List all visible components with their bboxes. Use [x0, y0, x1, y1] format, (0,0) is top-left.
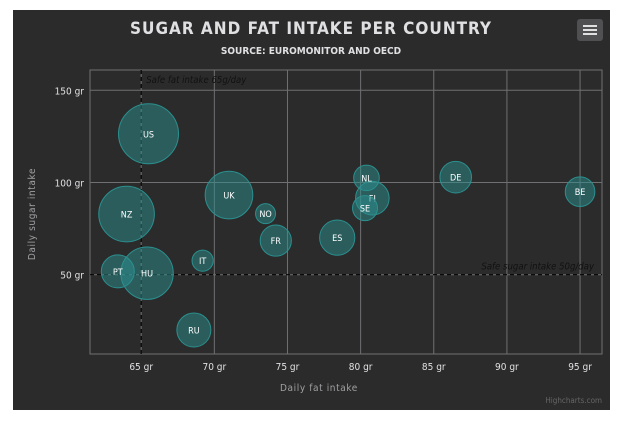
- x-tick-label: 75 gr: [276, 362, 300, 373]
- bubbles-layer: USNZHUUKESRUFIPTDEFRBENLSEITNO: [98, 103, 596, 348]
- y-tick-label: 150 gr: [55, 86, 85, 97]
- chart-container: SUGAR AND FAT INTAKE PER COUNTRY SOURCE:…: [13, 10, 610, 410]
- x-tick-label: 95 gr: [568, 362, 592, 373]
- bubble-marker[interactable]: [98, 185, 155, 243]
- bubble-label: NO: [259, 210, 271, 220]
- bubble-hu[interactable]: HU: [120, 246, 174, 300]
- bubble-label: SE: [360, 205, 370, 215]
- bubble-label: BE: [575, 188, 586, 198]
- bubble-marker[interactable]: [100, 254, 135, 289]
- bubble-it[interactable]: IT: [191, 249, 214, 272]
- bubble-marker[interactable]: [259, 224, 292, 257]
- safe-fat-label: Safe fat intake 65g/day: [146, 75, 247, 86]
- x-tick-label: 80 gr: [349, 362, 373, 373]
- bubble-es[interactable]: ES: [319, 219, 356, 256]
- y-axis-title: Daily sugar intake: [27, 168, 38, 260]
- context-menu-button[interactable]: [577, 19, 603, 41]
- bubble-se[interactable]: SE: [352, 195, 379, 222]
- bubble-marker[interactable]: [353, 164, 380, 192]
- bubble-nl[interactable]: NL: [353, 164, 380, 192]
- y-tick-label: 50 gr: [60, 271, 84, 282]
- bubble-marker[interactable]: [176, 312, 212, 348]
- plot-area-border: [89, 69, 603, 355]
- bubble-label: RU: [188, 327, 200, 337]
- chart-title: SUGAR AND FAT INTAKE PER COUNTRY: [130, 19, 492, 39]
- bubble-marker[interactable]: [204, 170, 254, 220]
- y-tick-label: 100 gr: [55, 178, 85, 189]
- bubble-marker[interactable]: [118, 103, 180, 165]
- bubble-chart: SUGAR AND FAT INTAKE PER COUNTRY SOURCE:…: [27, 19, 603, 405]
- bubble-ru[interactable]: RU: [176, 312, 212, 348]
- bubble-label: US: [143, 130, 154, 140]
- bubble-label: ES: [332, 234, 342, 244]
- bubble-label: HU: [141, 270, 153, 280]
- bubble-label: IT: [199, 257, 206, 267]
- chart-subtitle: SOURCE: EUROMONITOR AND OECD: [221, 46, 401, 57]
- bubble-marker[interactable]: [439, 160, 473, 194]
- bubble-be[interactable]: BE: [564, 176, 596, 208]
- bubble-label: UK: [223, 192, 235, 202]
- bubble-no[interactable]: NO: [255, 203, 277, 225]
- x-tick-label: 90 gr: [495, 362, 519, 373]
- bubble-marker[interactable]: [564, 176, 596, 208]
- bubble-fr[interactable]: FR: [259, 224, 292, 257]
- bubble-nz[interactable]: NZ: [98, 185, 155, 243]
- hamburger-menu-icon: [583, 33, 597, 35]
- axis-labels-layer: 65 gr 70 gr 75 gr 80 gr 85 gr 90 gr 95 gr 50 gr…: [55, 86, 593, 373]
- x-tick-label: 85 gr: [422, 362, 446, 373]
- bubble-pt[interactable]: PT: [100, 254, 135, 289]
- bubble-marker[interactable]: [319, 219, 356, 256]
- safe-sugar-label: Safe sugar intake 50g/day: [481, 262, 595, 273]
- x-tick-label: 65 gr: [129, 362, 153, 373]
- bubble-label: NL: [361, 174, 372, 184]
- bubble-label: NZ: [121, 211, 133, 221]
- bubble-marker[interactable]: [255, 203, 277, 225]
- bubble-uk[interactable]: UK: [204, 170, 254, 220]
- bubble-de[interactable]: DE: [439, 160, 473, 194]
- bubble-label: DE: [450, 174, 461, 184]
- hamburger-menu-icon: [583, 25, 597, 27]
- credits-link[interactable]: Highcharts.com: [545, 396, 602, 405]
- bubble-label: PT: [113, 268, 123, 278]
- hamburger-menu-icon: [583, 29, 597, 31]
- x-tick-label: 70 gr: [202, 362, 226, 373]
- x-axis-title: Daily fat intake: [280, 383, 358, 394]
- bubble-label: FR: [271, 237, 282, 247]
- bubble-marker[interactable]: [352, 195, 379, 222]
- bubble-us[interactable]: US: [118, 103, 180, 165]
- bubble-marker[interactable]: [191, 249, 214, 272]
